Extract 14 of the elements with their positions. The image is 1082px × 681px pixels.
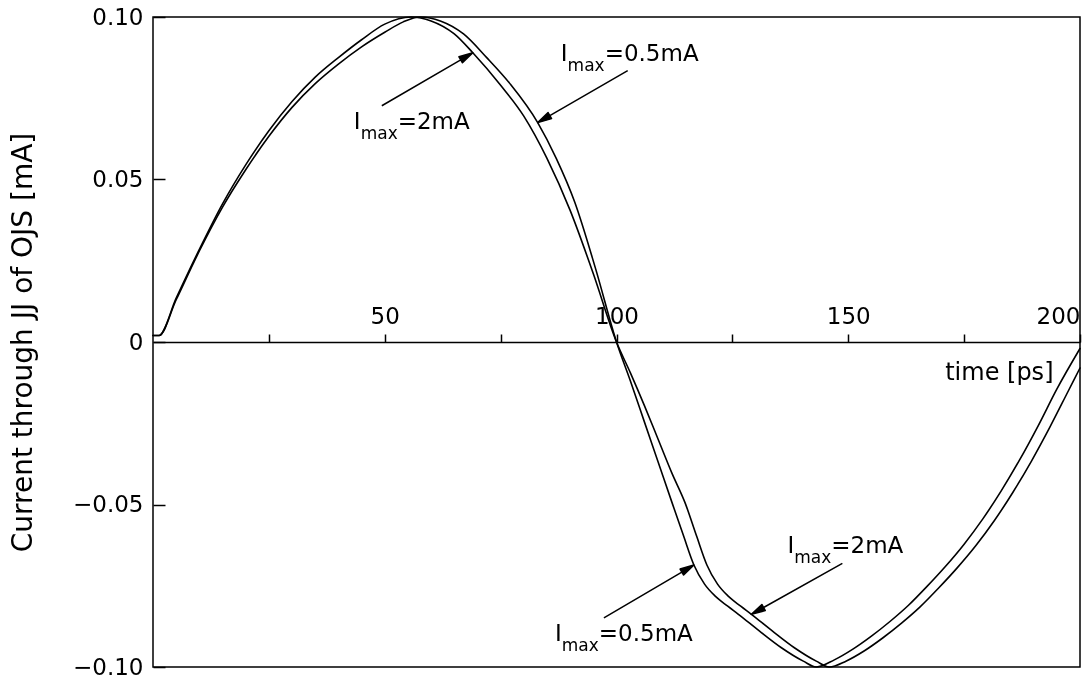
x-tick-label: 150 — [826, 302, 871, 329]
annotation: I$_{max}$=0.5mA — [554, 619, 694, 655]
y-tick-label: 0.05 — [92, 166, 144, 192]
annotation: I$_{max}$=2mA — [787, 532, 904, 568]
annotation: I$_{max}$=0.5mA — [560, 39, 699, 75]
x-tick-label: 50 — [370, 302, 400, 329]
y-tick-label: −0.10 — [73, 653, 144, 680]
y-tick-label: 0.10 — [92, 3, 144, 30]
annotation: I$_{max}$=2mA — [353, 107, 471, 143]
y-tick-label: −0.05 — [73, 491, 144, 517]
x-tick-label: 200 — [1036, 302, 1081, 329]
x-axis-title: time [ps] — [945, 357, 1054, 386]
y-axis-title: Current through JJ of OJS [mA] — [5, 132, 39, 553]
y-tick-label: 0 — [128, 328, 144, 355]
